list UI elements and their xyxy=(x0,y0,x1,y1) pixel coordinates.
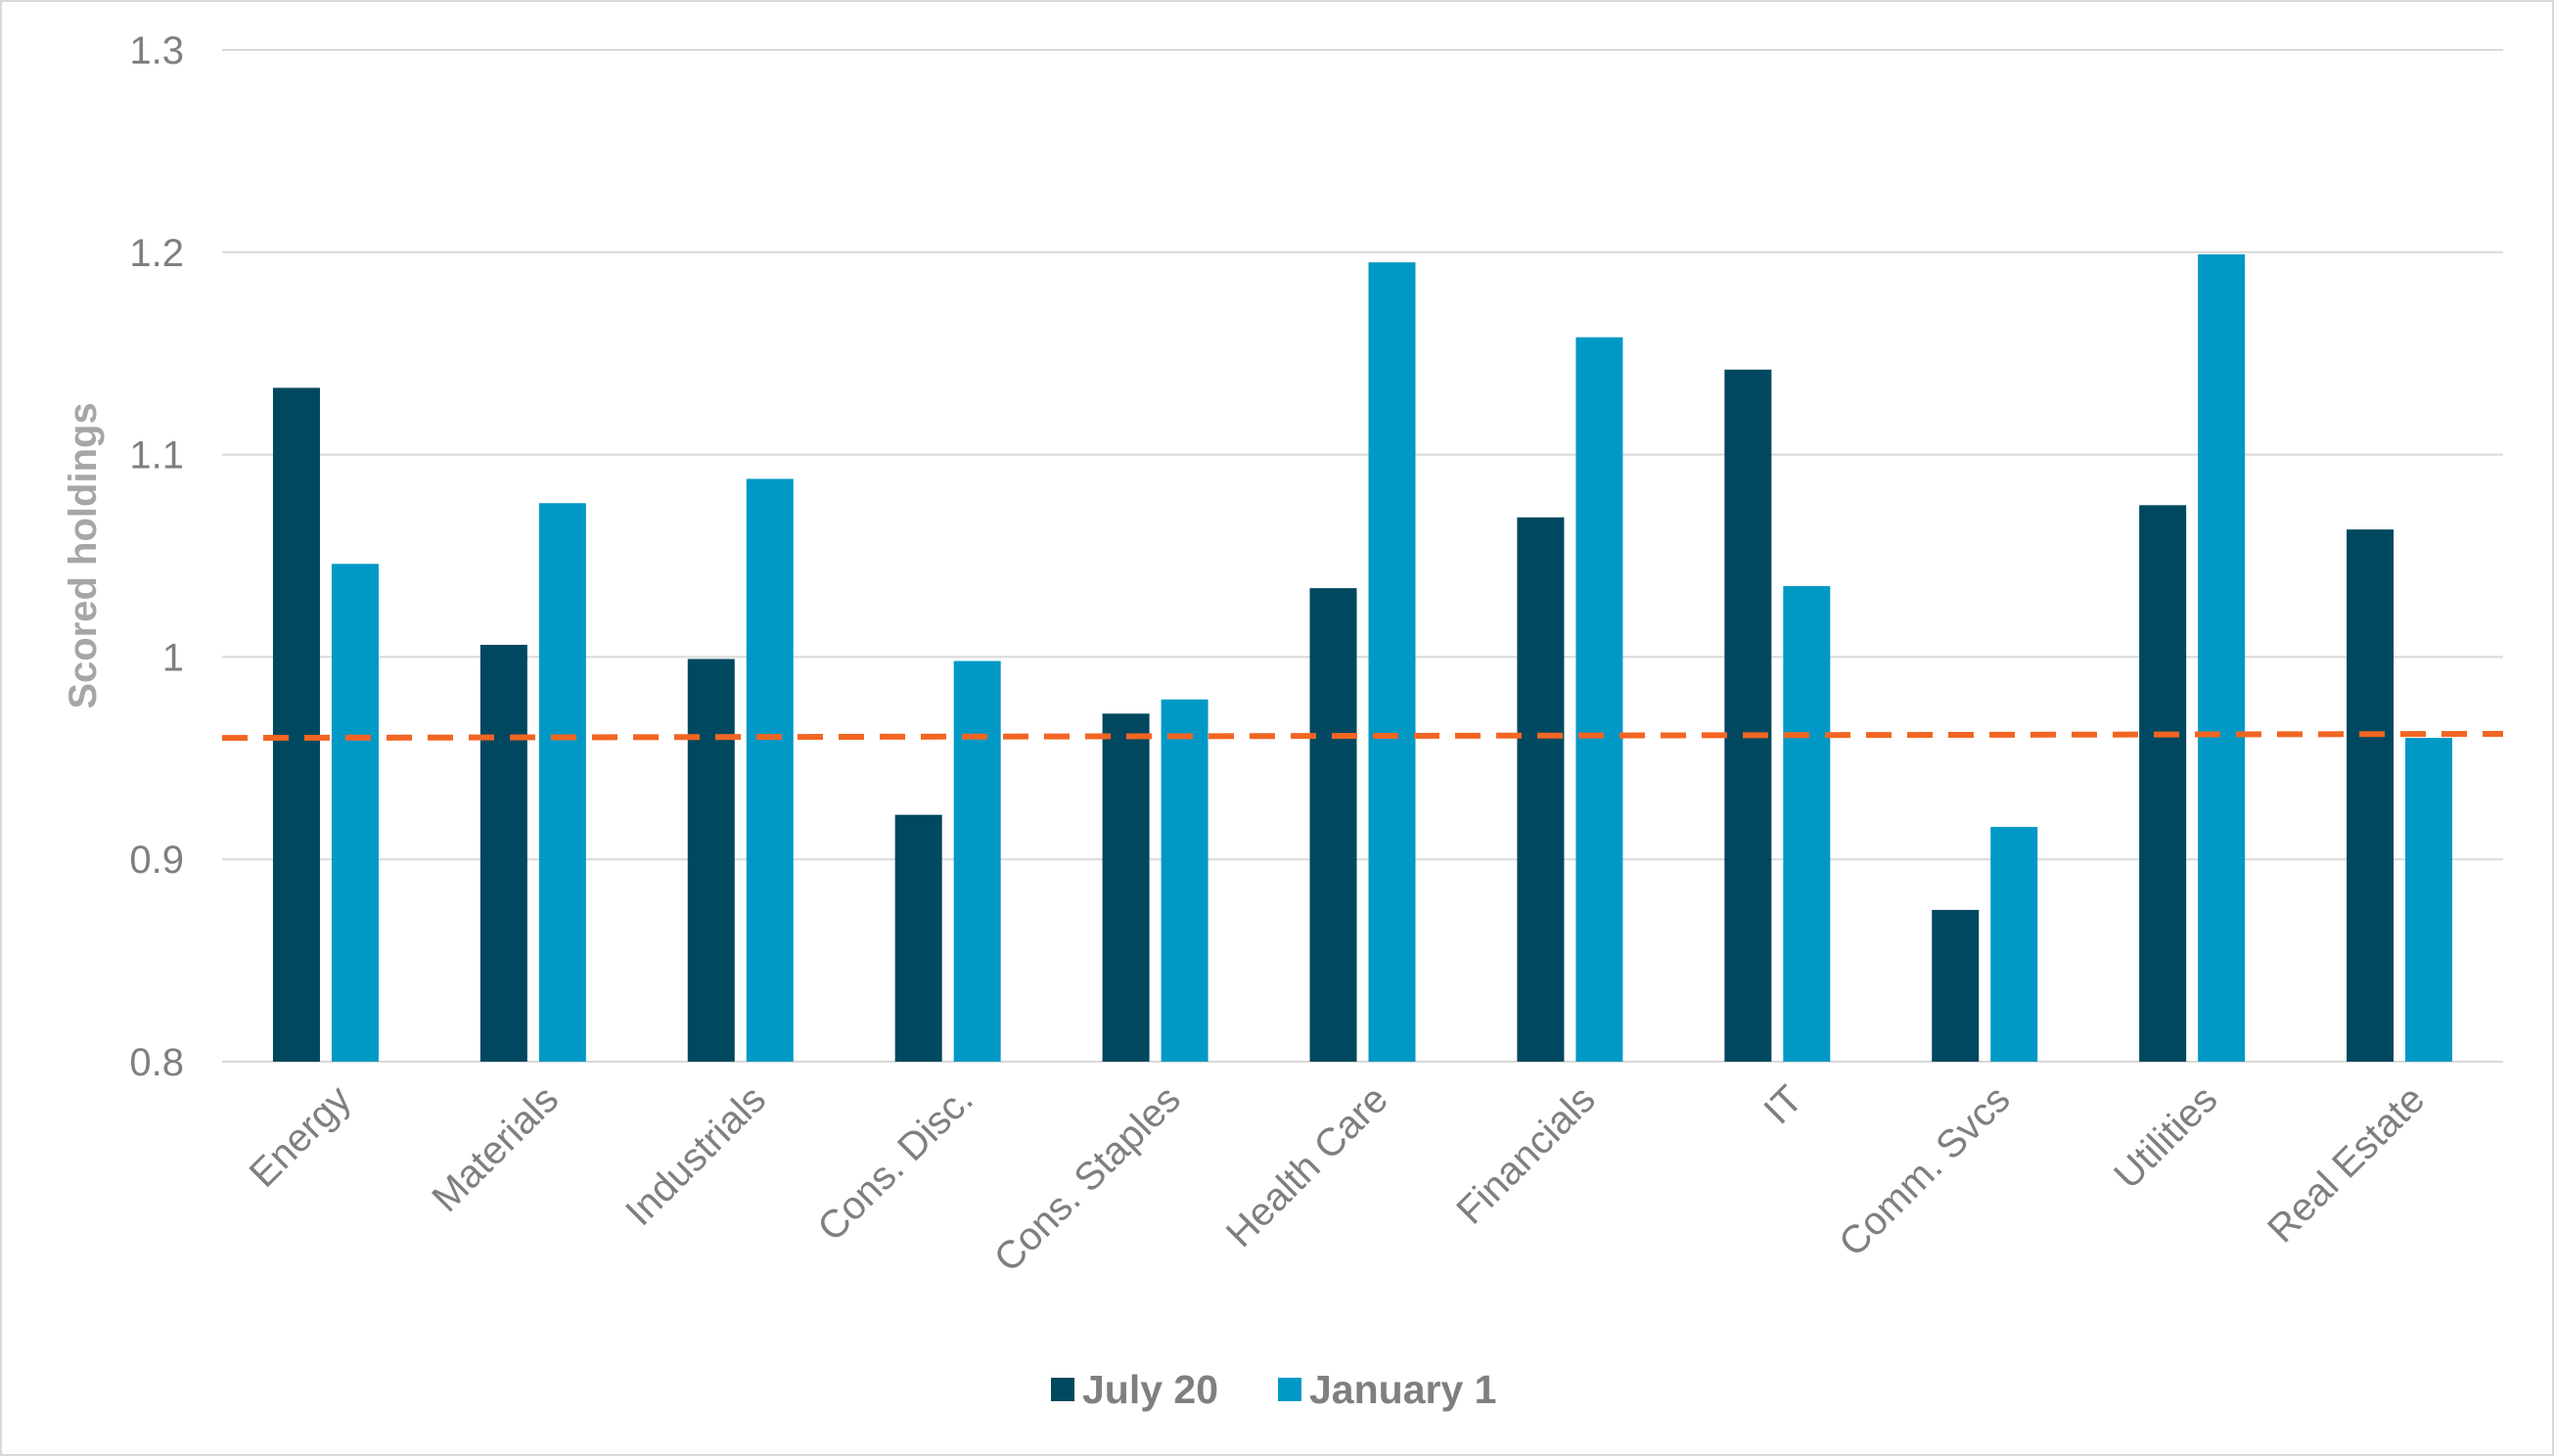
x-tick-label: Real Estate xyxy=(2259,1077,2433,1251)
y-tick-label: 0.8 xyxy=(129,1041,184,1084)
reference-line xyxy=(221,730,2504,742)
bar-january-1 xyxy=(1161,699,1209,1062)
bar-january-1 xyxy=(1368,262,1416,1062)
bar-july-20 xyxy=(1309,588,1357,1062)
bar-july-20 xyxy=(272,387,320,1063)
bar-july-20 xyxy=(894,814,942,1062)
legend-swatch-july-20 xyxy=(1051,1378,1074,1401)
bar-july-20 xyxy=(1517,517,1565,1062)
x-tick-label: Cons. Staples xyxy=(986,1077,1189,1280)
legend: July 20 January 1 xyxy=(1051,1367,1496,1412)
y-tick-label: 1 xyxy=(162,636,184,679)
bar-january-1 xyxy=(1575,337,1623,1062)
bar-january-1 xyxy=(746,478,794,1062)
y-axis-label: Scored holdings xyxy=(62,402,105,708)
x-tick-label: Cons. Disc. xyxy=(809,1077,981,1250)
bar-january-1 xyxy=(2198,253,2246,1062)
x-tick-label: Financials xyxy=(1448,1077,1603,1232)
bar-january-1 xyxy=(538,503,586,1062)
bar-january-1 xyxy=(953,660,1001,1062)
x-tick-label: Energy xyxy=(242,1077,360,1196)
gridlines xyxy=(222,49,2503,861)
bar-july-20 xyxy=(687,659,735,1062)
x-axis-ticks: Energy Materials Industrials Cons. Disc. Con… xyxy=(242,1077,2434,1280)
bar-july-20 xyxy=(1102,713,1150,1062)
bar-july-20 xyxy=(479,644,527,1062)
x-tick-label: Industrials xyxy=(617,1077,774,1234)
bar-january-1 xyxy=(331,564,379,1062)
bar-july-20 xyxy=(1932,909,1980,1062)
bar-july-20 xyxy=(1724,369,1772,1062)
bar-january-1 xyxy=(2405,738,2453,1062)
x-tick-label: Health Care xyxy=(1218,1077,1396,1255)
bar-january-1 xyxy=(1783,586,1831,1062)
y-tick-label: 1.2 xyxy=(129,232,184,275)
bar-july-20 xyxy=(2347,529,2394,1062)
y-tick-label: 1.1 xyxy=(129,434,184,478)
y-tick-label: 1.3 xyxy=(129,29,184,72)
x-tick-label: Comm. Svcs xyxy=(1831,1077,2018,1264)
legend-swatch-january-1 xyxy=(1278,1378,1301,1401)
x-tick-label: IT xyxy=(1756,1077,1810,1132)
y-axis-ticks: 0.8 0.9 1 1.1 1.2 1.3 xyxy=(129,29,184,1084)
bar-january-1 xyxy=(1990,827,2038,1062)
x-tick-label: Utilities xyxy=(2106,1077,2225,1197)
legend-label-january-1: January 1 xyxy=(1309,1367,1496,1412)
bar-july-20 xyxy=(2139,505,2187,1062)
bars xyxy=(272,253,2453,1063)
legend-label-july-20: July 20 xyxy=(1082,1367,1218,1412)
x-tick-label: Materials xyxy=(424,1077,567,1220)
y-tick-label: 0.9 xyxy=(129,839,184,882)
